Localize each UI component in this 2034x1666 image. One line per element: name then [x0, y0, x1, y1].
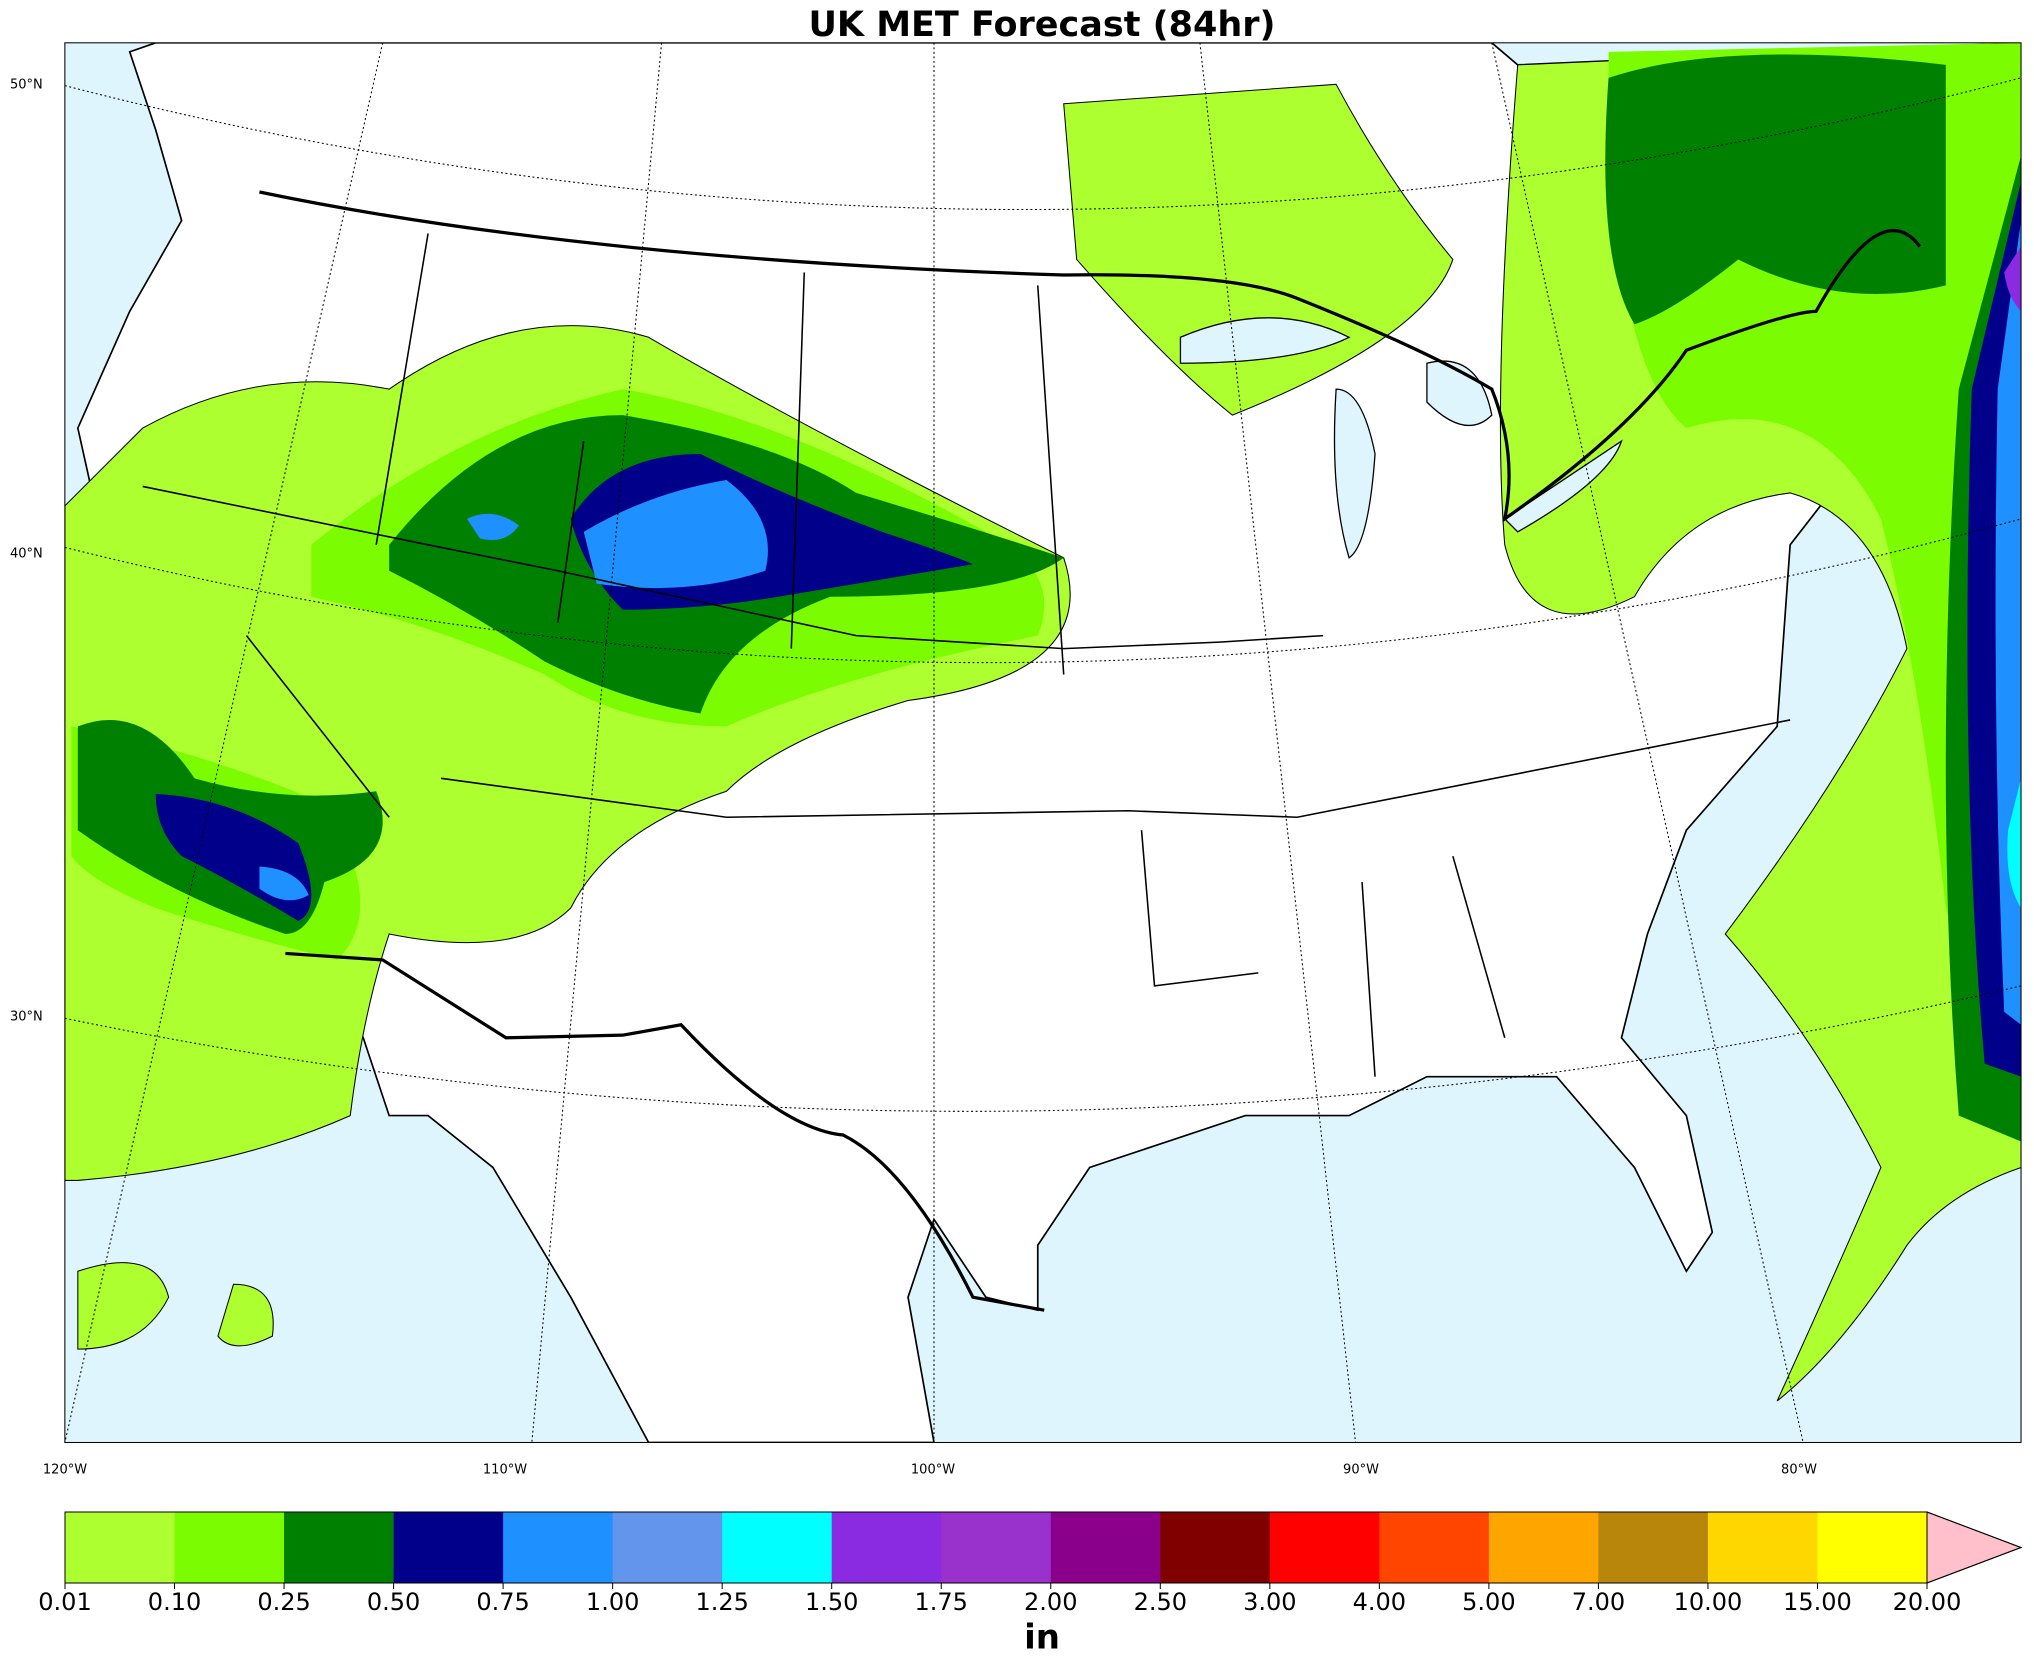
colorbar-segment — [1817, 1512, 1928, 1583]
colorbar-tick-label: 0.25 — [257, 1588, 310, 1616]
colorbar-label: in — [1024, 1618, 1060, 1658]
colorbar-segment — [65, 1512, 176, 1583]
colorbar-tick-label: 0.10 — [148, 1588, 201, 1616]
colorbar-tick-label: 5.00 — [1462, 1588, 1515, 1616]
colorbar-segment — [1160, 1512, 1271, 1583]
colorbar-extend — [1926, 1511, 2023, 1584]
colorbar-tick-label: 1.00 — [586, 1588, 639, 1616]
colorbar-tick-label: 0.75 — [476, 1588, 529, 1616]
colorbar-segment — [831, 1512, 942, 1583]
colorbar-segment — [393, 1512, 504, 1583]
colorbar-segment — [1707, 1512, 1818, 1583]
colorbar-segment — [1488, 1512, 1599, 1583]
colorbar-segment — [284, 1512, 395, 1583]
colorbar-tick-label: 3.00 — [1243, 1588, 1296, 1616]
lon-label: 90°W — [1343, 1463, 1379, 1478]
colorbar-segment — [1379, 1512, 1490, 1583]
colorbar-tick-label: 7.00 — [1572, 1588, 1625, 1616]
lon-label: 80°W — [1781, 1463, 1817, 1478]
colorbar-segment — [612, 1512, 723, 1583]
colorbar-tick-label: 10.00 — [1674, 1588, 1743, 1616]
precip-purple — [2004, 246, 2022, 312]
map-frame — [64, 42, 2022, 1444]
colorbar-tick-label: 0.01 — [38, 1588, 91, 1616]
colorbar-frame — [64, 1511, 2023, 1584]
colorbar-segment — [503, 1512, 614, 1583]
great-lakes — [1179, 317, 1623, 559]
colorbar-tick-label: 1.75 — [915, 1588, 968, 1616]
colorbar-tick-label: 4.00 — [1353, 1588, 1406, 1616]
colorbar-segment — [1050, 1512, 1161, 1583]
precip-cyan — [2007, 778, 2022, 909]
map — [64, 42, 2022, 1444]
colorbar-tick-label: 2.50 — [1134, 1588, 1187, 1616]
graticule — [64, 42, 2022, 1443]
lon-label: 120°W — [43, 1463, 87, 1478]
colorbar-tick-label: 1.25 — [695, 1588, 748, 1616]
lat-label: 30°N — [10, 1010, 43, 1025]
colorbar: 0.01 0.10 0.25 0.50 0.75 1.00 1.25 1.50 1.75 2.00… — [38, 1511, 2023, 1616]
borders — [142, 190, 1922, 1312]
colorbar-tick-label: 15.00 — [1783, 1588, 1852, 1616]
colorbar-segment — [174, 1512, 285, 1583]
lat-label: 50°N — [10, 78, 43, 93]
colorbar-segment — [1269, 1512, 1380, 1583]
colorbar-tick-label: 0.50 — [367, 1588, 420, 1616]
colorbar-tick-label: 2.00 — [1024, 1588, 1077, 1616]
colorbar-tick-label: 20.00 — [1893, 1588, 1962, 1616]
lat-label: 40°N — [10, 547, 43, 562]
colorbar-segment — [1598, 1512, 1709, 1583]
colorbar-tick-label: 1.50 — [805, 1588, 858, 1616]
lon-label: 100°W — [911, 1463, 955, 1478]
lon-label: 110°W — [483, 1463, 527, 1478]
colorbar-segment — [941, 1512, 1052, 1583]
title: UK MET Forecast (84hr) — [808, 5, 1275, 45]
colorbar-segment — [722, 1512, 833, 1583]
